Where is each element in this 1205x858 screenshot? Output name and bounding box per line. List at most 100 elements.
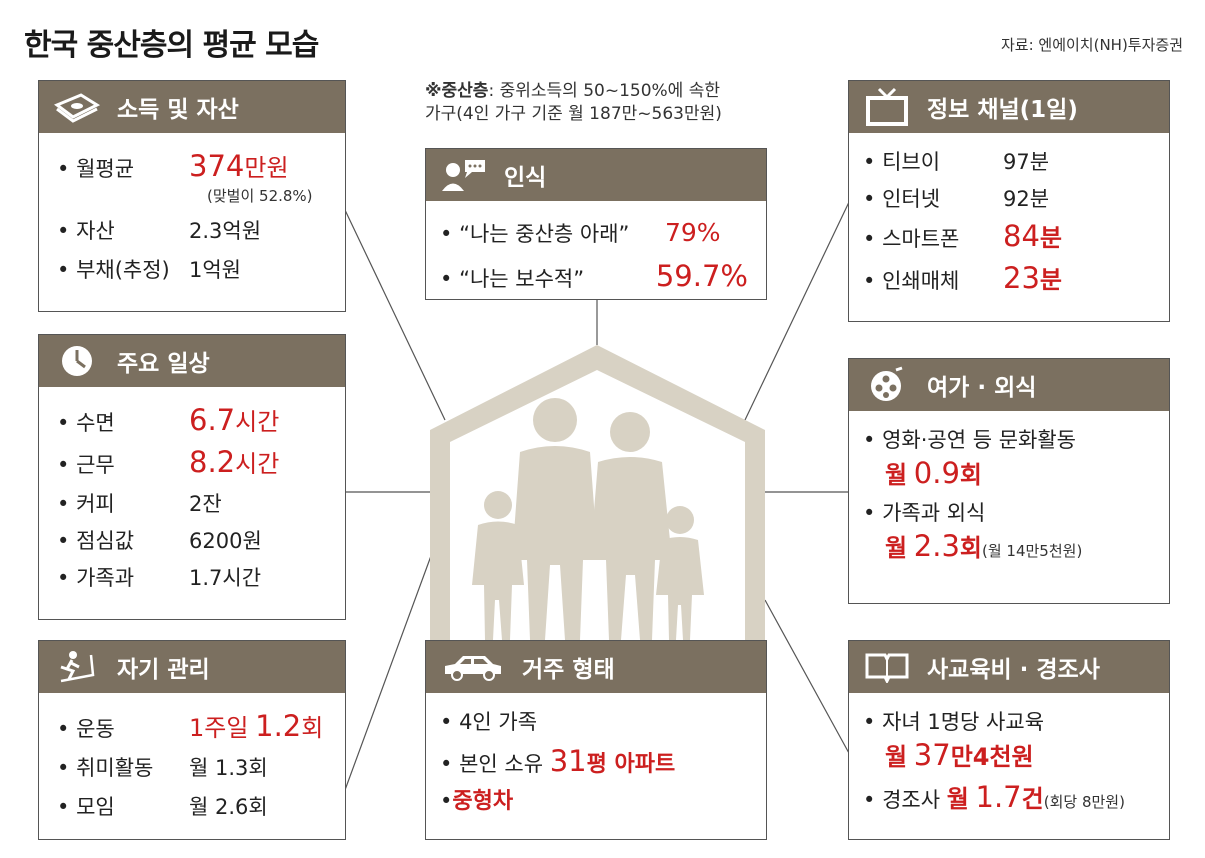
work-unit: 시간 [235, 449, 280, 478]
exercise-number: 1.2 [255, 709, 302, 743]
asset-value: 2.3억원 [189, 218, 262, 243]
dining-number: 2.3 [913, 529, 960, 564]
daily-card: 주요 일상 수면 6.7시간 근무 8.2시간 커피 2잔 점심값 6200원 … [38, 334, 346, 620]
education-card-title: 사교육비 · 경조사 [927, 657, 1100, 683]
family-time-label: 가족과 [57, 566, 189, 590]
perception-card-title: 인식 [504, 165, 547, 191]
family-silhouette-icon [472, 398, 704, 640]
events-label: 경조사 [863, 788, 940, 812]
sleep-row: 수면 6.7시간 [57, 404, 327, 437]
tv-row: 티브이 97분 [863, 150, 1151, 174]
self-care-card-header: 자기 관리 [39, 641, 345, 693]
education-card-header: 사교육비 · 경조사 [849, 641, 1169, 693]
home-ownership-prefix: 본인 소유 [440, 752, 543, 776]
sleep-label: 수면 [57, 411, 189, 435]
definition-text-line2: 가구(4인 가구 기준 월 187만~563만원) [425, 103, 722, 124]
meeting-row: 모임 월 2.6회 [57, 794, 327, 819]
perception-card-header: 인식 [426, 149, 766, 201]
asset-label: 자산 [57, 219, 189, 243]
monthly-income-number: 374 [189, 149, 245, 183]
treadmill-icon [53, 647, 101, 687]
below-middle-row: “나는 중산층 아래” 79% [440, 219, 748, 247]
internet-row: 인터넷 92분 [863, 187, 1151, 212]
family-time-value: 1.7시간 [189, 565, 262, 590]
film-reel-icon [863, 365, 911, 405]
car-icon [440, 647, 506, 687]
work-label: 근무 [57, 453, 189, 477]
self-care-card-title: 자기 관리 [117, 657, 210, 683]
housing-card-title: 거주 형태 [522, 657, 615, 683]
tutoring-value-row: 월 37 만4천원 [863, 738, 1151, 773]
conservative-label: “나는 보수적” [440, 267, 656, 291]
monthly-income-label: 월평균 [57, 157, 189, 181]
tutoring-number: 37 [913, 738, 951, 773]
below-middle-label: “나는 중산층 아래” [440, 222, 665, 246]
dual-income-note: (맞벌이 52.8%) [207, 186, 313, 205]
print-label: 인쇄매체 [863, 269, 1003, 293]
apartment-size-number: 31 [549, 744, 587, 779]
tv-value: 97분 [1003, 150, 1050, 174]
family-size-text: 4인 가족 [440, 710, 537, 734]
culture-row: 영화·공연 등 문화활동 [863, 428, 1151, 452]
internet-value: 92분 [1003, 187, 1050, 212]
meeting-label: 모임 [57, 795, 189, 819]
exercise-row: 운동 1주일 1.2회 [57, 709, 327, 743]
hobby-row: 취미활동 월 1.3회 [57, 755, 327, 780]
coffee-row: 커피 2잔 [57, 492, 327, 516]
housing-card: 거주 형태 4인 가족 본인 소유 31평 아파트 중형차 [425, 640, 767, 840]
dining-note: (월 14만5천원) [982, 542, 1083, 561]
open-book-icon [863, 647, 911, 687]
income-card-title: 소득 및 자산 [117, 97, 239, 123]
debt-value: 1억원 [189, 257, 242, 282]
daily-card-title: 주요 일상 [117, 351, 210, 377]
bullet [440, 790, 452, 813]
asset-row: 자산 2.3억원 [57, 218, 327, 243]
culture-value-row: 월 0.9 회 [863, 456, 1151, 491]
hobby-value: 월 1.3회 [189, 755, 268, 780]
culture-unit: 회 [959, 461, 982, 490]
culture-label: 영화·공연 등 문화활동 [863, 428, 1076, 452]
debt-label: 부채(추정) [57, 258, 189, 282]
apartment-size-unit: 평 아파트 [586, 752, 676, 778]
events-number: 1.7 [975, 779, 1022, 814]
exercise-label: 운동 [57, 717, 189, 741]
car-row: 중형차 [440, 788, 748, 814]
monthly-income-unit: 만원 [244, 154, 289, 182]
page-title: 한국 중산층의 평균 모습 [24, 28, 319, 63]
connector-line [744, 199, 851, 421]
print-number: 23 [1003, 261, 1040, 296]
income-card-header: 소득 및 자산 [39, 81, 345, 133]
events-row: 경조사 월 1.7건(회당 8만원) [863, 779, 1151, 814]
home-ownership-row: 본인 소유 31평 아파트 [440, 744, 748, 779]
tutoring-unit: 만4천원 [950, 743, 1034, 772]
events-prefix: 월 [946, 784, 969, 813]
print-row: 인쇄매체 23분 [863, 261, 1151, 296]
culture-number: 0.9 [913, 456, 960, 491]
tutoring-label: 자녀 1명당 사교육 [863, 710, 1044, 734]
internet-label: 인터넷 [863, 187, 1003, 211]
car-type-text: 중형차 [452, 788, 514, 814]
self-care-card: 자기 관리 운동 1주일 1.2회 취미활동 월 1.3회 모임 월 2.6회 [38, 640, 346, 840]
exercise-prefix: 1주일 [189, 714, 249, 742]
family-size-row: 4인 가족 [440, 710, 748, 734]
leisure-card: 여가 · 외식 영화·공연 등 문화활동 월 0.9회 가족과 외식 월 2.3… [848, 358, 1170, 604]
debt-row: 부채(추정) 1억원 [57, 257, 327, 282]
lunch-value: 6200원 [189, 528, 262, 553]
dining-prefix: 월 [885, 534, 908, 563]
dining-unit: 회 [959, 534, 982, 563]
dining-label: 가족과 외식 [863, 501, 985, 525]
below-middle-value: 79% [665, 218, 721, 247]
events-note: (회당 8만원) [1043, 792, 1125, 811]
lunch-row: 점심값 6200원 [57, 528, 327, 553]
conservative-row: “나는 보수적” 59.7% [440, 260, 748, 293]
clock-icon [53, 341, 101, 381]
housing-card-header: 거주 형태 [426, 641, 766, 693]
meeting-value: 월 2.6회 [189, 794, 268, 819]
dining-value-row: 월 2.3 회 (월 14만5천원) [863, 529, 1151, 564]
connector-line [344, 544, 436, 791]
money-icon [53, 87, 101, 127]
smartphone-label: 스마트폰 [863, 228, 1003, 251]
